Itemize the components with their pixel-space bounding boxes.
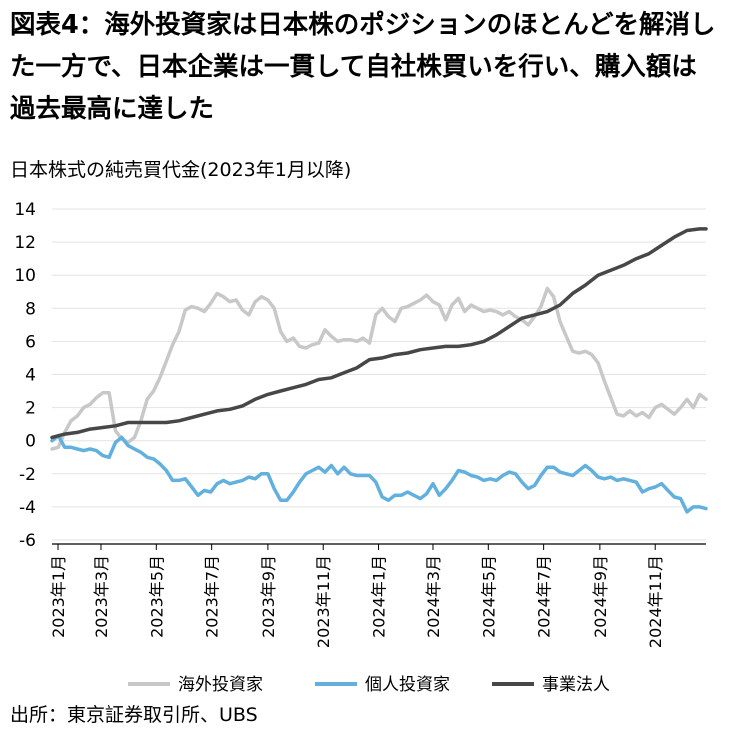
source-note: 出所：東京証券取引所、UBS (10, 704, 258, 726)
series-line (50, 286, 708, 451)
x-axis: 2023年1月 2023年3月 2023年5月 2023年7月 2023年9月 2023年… (49, 543, 706, 648)
y-tick-label: -4 (19, 498, 36, 518)
x-tick-label: 2023年5月 (147, 555, 166, 638)
x-tick-label: 2023年11月 (314, 555, 333, 648)
y-tick-label: 14 (14, 200, 36, 220)
x-tick-label: 2024年3月 (424, 555, 443, 638)
y-tick-label: -6 (19, 531, 36, 551)
y-tick-label: 2 (25, 399, 36, 419)
series-line (50, 227, 708, 440)
chart-legend: 海外投資家 個人投資家 事業法人 (128, 675, 610, 695)
x-tick-label: 2024年11月 (646, 555, 665, 648)
x-tick-label: 2023年3月 (92, 555, 111, 638)
series-line (50, 433, 708, 514)
y-tick-label: 6 (25, 332, 36, 352)
x-tick-label: 2023年9月 (259, 555, 278, 638)
chart-subtitle: 日本株式の純売買代金(2023年1月以降) (10, 159, 352, 181)
x-tick-label: 2024年7月 (535, 555, 554, 638)
legend-label: 個人投資家 (365, 675, 450, 695)
y-tick-label: 12 (14, 233, 36, 253)
x-tick-label: 2023年1月 (49, 555, 68, 638)
y-tick-label: 4 (25, 366, 36, 386)
y-tick-label: -2 (19, 465, 36, 485)
x-tick-label: 2023年7月 (203, 555, 222, 638)
page-title: 図表4：海外投資家は日本株のポジションのほとんどを解消した一方で、日本企業は一貫… (10, 10, 716, 124)
y-tick-label: 8 (25, 299, 36, 319)
y-axis-ticks: 14 12 10 8 6 4 2 0 -2 -4 -6 (14, 200, 36, 551)
legend-label: 事業法人 (542, 675, 610, 695)
chart-series (50, 227, 708, 514)
legend-label: 海外投資家 (178, 675, 263, 695)
y-tick-label: 0 (25, 432, 36, 452)
y-tick-label: 10 (14, 266, 36, 286)
x-tick-label: 2024年5月 (479, 555, 498, 638)
x-tick-label: 2024年9月 (591, 555, 610, 638)
x-tick-label: 2024年1月 (370, 555, 389, 638)
